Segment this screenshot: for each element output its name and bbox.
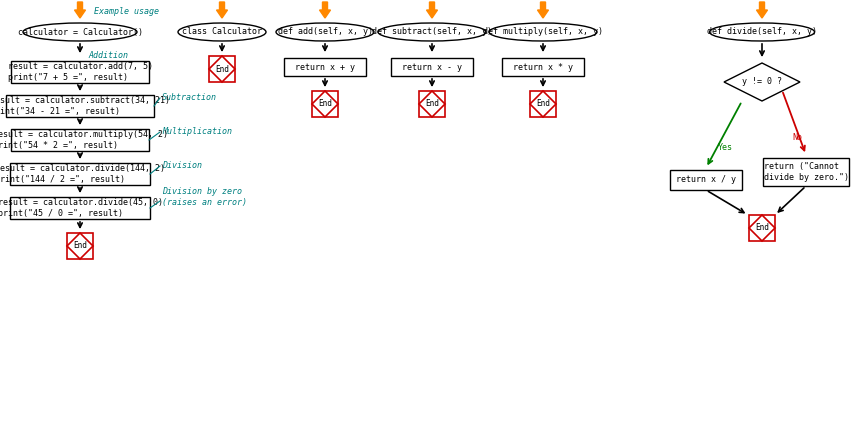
- FancyArrow shape: [217, 2, 228, 18]
- FancyArrow shape: [319, 2, 331, 18]
- FancyBboxPatch shape: [391, 58, 473, 76]
- Text: return x + y: return x + y: [295, 63, 355, 72]
- Text: result = calculator.subtract(34, 21)
print("34 - 21 =", result): result = calculator.subtract(34, 21) pri…: [0, 96, 170, 116]
- Polygon shape: [312, 91, 338, 117]
- FancyBboxPatch shape: [10, 163, 150, 185]
- Text: calculator = Calculator(): calculator = Calculator(): [17, 28, 142, 36]
- Polygon shape: [67, 233, 93, 259]
- Text: result = calculator.divide(144, 2)
print("144 / 2 =", result): result = calculator.divide(144, 2) print…: [0, 164, 165, 184]
- Text: End: End: [73, 241, 87, 251]
- Text: return ("Cannot
divide by zero."): return ("Cannot divide by zero."): [764, 162, 848, 182]
- FancyBboxPatch shape: [284, 58, 366, 76]
- Polygon shape: [530, 91, 556, 117]
- Polygon shape: [530, 91, 556, 117]
- Text: Addition: Addition: [88, 51, 128, 60]
- FancyArrow shape: [74, 2, 85, 18]
- FancyBboxPatch shape: [10, 197, 150, 219]
- Polygon shape: [67, 233, 93, 259]
- Text: Division: Division: [162, 162, 202, 171]
- FancyBboxPatch shape: [763, 158, 849, 186]
- Polygon shape: [209, 56, 235, 82]
- Ellipse shape: [276, 23, 374, 41]
- Text: Multiplication: Multiplication: [162, 127, 232, 137]
- FancyBboxPatch shape: [502, 58, 584, 76]
- Text: Yes: Yes: [718, 143, 733, 152]
- Text: Example usage: Example usage: [94, 7, 159, 16]
- Text: End: End: [215, 64, 229, 73]
- Text: y != 0 ?: y != 0 ?: [742, 77, 782, 86]
- Text: End: End: [536, 99, 550, 108]
- Text: result = calculator.multiply(54, 2)
print("54 * 2 =", result): result = calculator.multiply(54, 2) prin…: [0, 130, 167, 150]
- Text: def divide(self, x, y): def divide(self, x, y): [707, 28, 817, 36]
- Polygon shape: [419, 91, 445, 117]
- Text: Subtraction: Subtraction: [162, 93, 217, 102]
- Text: class Calculator: class Calculator: [182, 28, 262, 36]
- Ellipse shape: [378, 23, 486, 41]
- Text: return x / y: return x / y: [676, 175, 736, 184]
- Ellipse shape: [489, 23, 597, 41]
- FancyBboxPatch shape: [11, 61, 149, 83]
- Polygon shape: [724, 63, 800, 101]
- FancyArrow shape: [538, 2, 549, 18]
- FancyArrow shape: [426, 2, 438, 18]
- Text: No: No: [792, 133, 802, 143]
- FancyBboxPatch shape: [11, 129, 149, 151]
- Text: def add(self, x, y): def add(self, x, y): [278, 28, 373, 36]
- Polygon shape: [749, 215, 775, 241]
- Polygon shape: [312, 91, 338, 117]
- Text: return x * y: return x * y: [513, 63, 573, 72]
- Polygon shape: [749, 215, 775, 241]
- Ellipse shape: [709, 23, 815, 41]
- FancyBboxPatch shape: [6, 95, 154, 117]
- Ellipse shape: [178, 23, 266, 41]
- Text: End: End: [755, 223, 769, 232]
- Polygon shape: [419, 91, 445, 117]
- Ellipse shape: [23, 23, 137, 41]
- Text: return x - y: return x - y: [402, 63, 462, 72]
- FancyArrow shape: [757, 2, 767, 18]
- Text: End: End: [425, 99, 439, 108]
- FancyBboxPatch shape: [670, 170, 742, 190]
- Text: result = calculator.divide(45, 0)
print("45 / 0 =", result): result = calculator.divide(45, 0) print(…: [0, 198, 162, 218]
- Text: def subtract(self, x, y): def subtract(self, x, y): [372, 28, 492, 36]
- Polygon shape: [209, 56, 235, 82]
- Text: Division by zero
(raises an error): Division by zero (raises an error): [162, 187, 247, 206]
- Text: result = calculator.add(7, 5)
print("7 + 5 =", result): result = calculator.add(7, 5) print("7 +…: [8, 62, 153, 82]
- Text: End: End: [318, 99, 332, 108]
- Text: def multiply(self, x, y): def multiply(self, x, y): [483, 28, 603, 36]
